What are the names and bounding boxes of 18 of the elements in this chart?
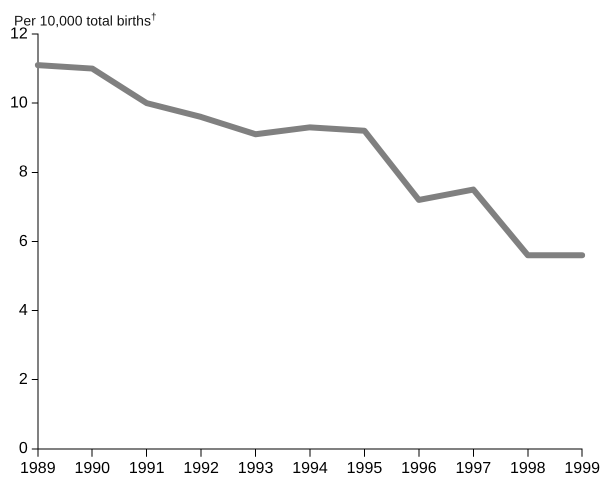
x-tick-label: 1989 — [20, 460, 56, 477]
x-tick-label: 1993 — [238, 460, 274, 477]
x-tick-label: 1997 — [456, 460, 492, 477]
y-tick-label: 10 — [10, 94, 28, 112]
y-tick-label: 4 — [18, 302, 28, 319]
x-tick-label: 1996 — [401, 460, 437, 477]
x-tick-label: 1990 — [74, 460, 110, 477]
y-tick-label: 12 — [10, 25, 28, 42]
x-tick-label: 1994 — [292, 460, 328, 477]
x-tick-label: 1991 — [128, 460, 165, 477]
y-tick-label: 2 — [18, 371, 28, 388]
x-tick-label: 1995 — [346, 460, 382, 477]
y-tick-label: 6 — [18, 232, 28, 250]
y-tick-label: 8 — [18, 164, 28, 181]
y-tick-label: 0 — [18, 440, 28, 458]
x-tick-label: 1992 — [183, 460, 220, 477]
x-tick-label: 1999 — [564, 460, 600, 477]
x-tick-label: 1998 — [510, 460, 546, 477]
